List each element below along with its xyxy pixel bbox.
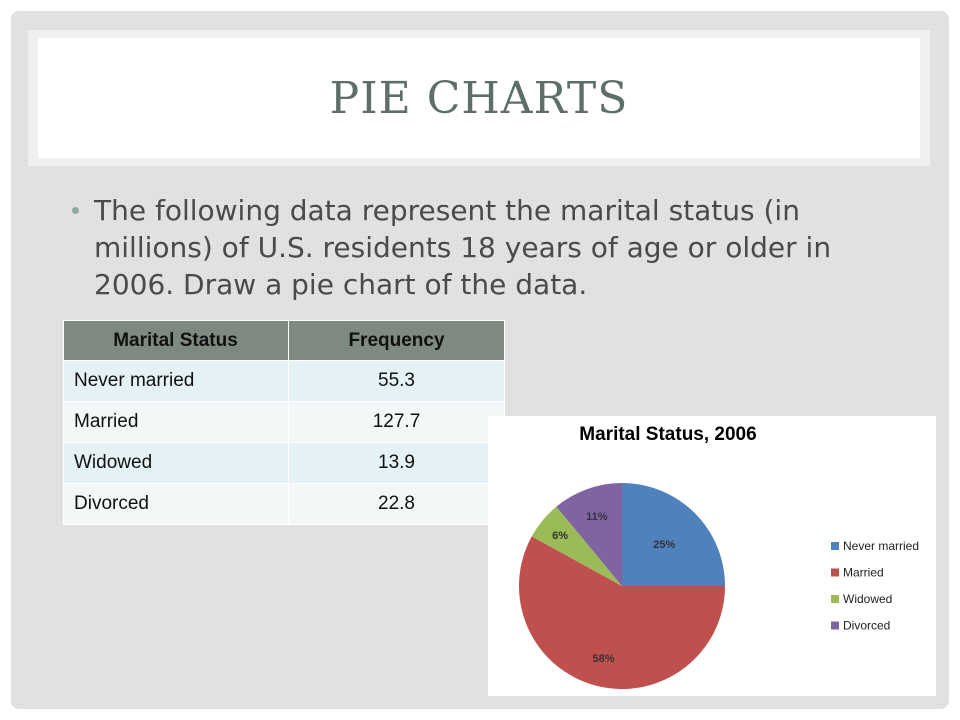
table-header-frequency: Frequency <box>288 320 505 361</box>
title-panel: PIE CHARTS <box>38 38 920 158</box>
pie-slice-label: 6% <box>552 530 568 542</box>
table-row: Married 127.7 <box>63 401 505 443</box>
data-table: Marital Status Frequency Never married 5… <box>63 320 505 525</box>
table-cell-status: Widowed <box>63 442 289 484</box>
table-cell-frequency: 22.8 <box>288 483 505 525</box>
pie-chart: Marital Status, 2006 25% 58% 6% 11% Never m… <box>519 424 919 689</box>
chart-legend: Never married Married Widowed Divorced <box>831 539 919 633</box>
table-row: Divorced 22.8 <box>63 483 505 525</box>
table-row: Widowed 13.9 <box>63 442 505 484</box>
page-title: PIE CHARTS <box>329 72 629 124</box>
legend-swatch <box>831 595 839 603</box>
pie-slice-label: 25% <box>653 539 675 551</box>
pie-slice-never-married <box>622 483 725 586</box>
title-frame: PIE CHARTS <box>28 30 930 166</box>
legend-label: Married <box>843 566 884 580</box>
bullet-text: The following data represent the marital… <box>94 194 832 301</box>
table-cell-status: Divorced <box>63 483 289 525</box>
bullet-dot-icon <box>72 207 79 214</box>
legend-label: Divorced <box>843 619 890 633</box>
pie-slice-label: 11% <box>586 511 608 523</box>
legend-label: Widowed <box>843 592 892 606</box>
table-cell-status: Married <box>63 401 289 443</box>
legend-swatch <box>831 542 839 550</box>
legend-swatch <box>831 568 839 577</box>
table-row: Never married 55.3 <box>63 360 505 402</box>
table-cell-frequency: 55.3 <box>288 360 505 402</box>
pie-chart-container: Marital Status, 2006 25% 58% 6% 11% Never m… <box>488 416 936 696</box>
table-cell-frequency: 13.9 <box>288 442 505 484</box>
table-header-marital-status: Marital Status <box>63 320 289 361</box>
pie-slice-divorced <box>556 483 622 586</box>
pie-slices <box>519 483 725 689</box>
pie-slice-label: 58% <box>593 653 615 665</box>
table-header-row: Marital Status Frequency <box>63 320 505 361</box>
table-cell-frequency: 127.7 <box>288 401 505 443</box>
pie-slice-labels: 25% 58% 6% 11% <box>552 511 675 665</box>
pie-slice-widowed <box>531 506 622 586</box>
chart-title: Marital Status, 2006 <box>579 424 756 445</box>
table-cell-status: Never married <box>63 360 289 402</box>
pie-slice-married <box>519 536 725 689</box>
legend-swatch <box>831 621 839 630</box>
bullet-item: The following data represent the marital… <box>72 192 892 303</box>
legend-label: Never married <box>843 539 919 553</box>
